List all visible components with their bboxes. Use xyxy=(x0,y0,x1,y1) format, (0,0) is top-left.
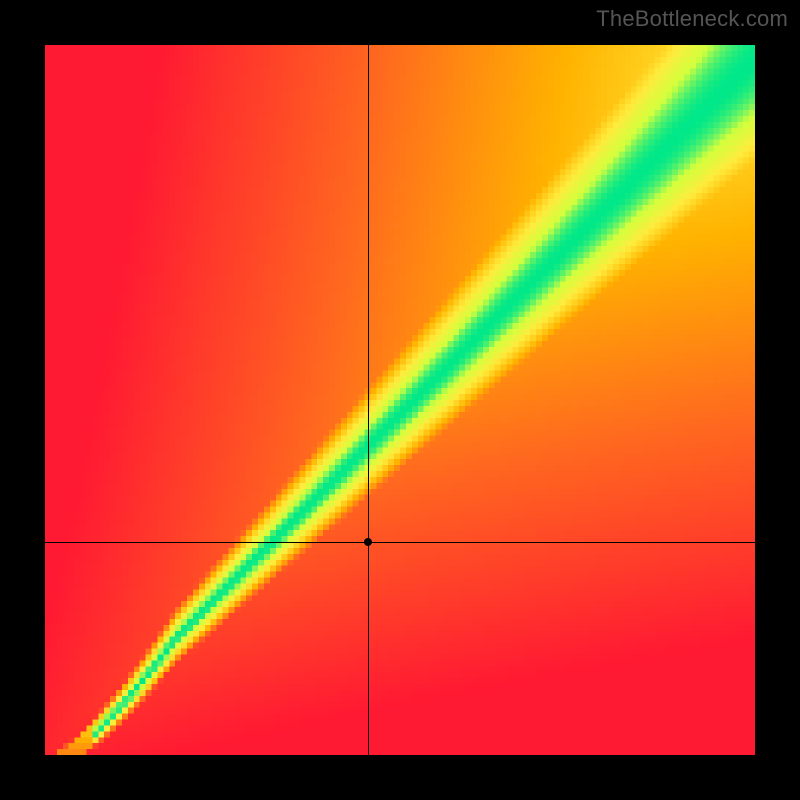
chart-container: TheBottleneck.com xyxy=(0,0,800,800)
watermark-label: TheBottleneck.com xyxy=(596,6,788,32)
plot-area xyxy=(45,45,755,755)
crosshair-marker xyxy=(364,538,372,546)
heatmap-canvas xyxy=(45,45,755,755)
crosshair-horizontal xyxy=(45,542,755,543)
crosshair-vertical xyxy=(368,45,369,755)
